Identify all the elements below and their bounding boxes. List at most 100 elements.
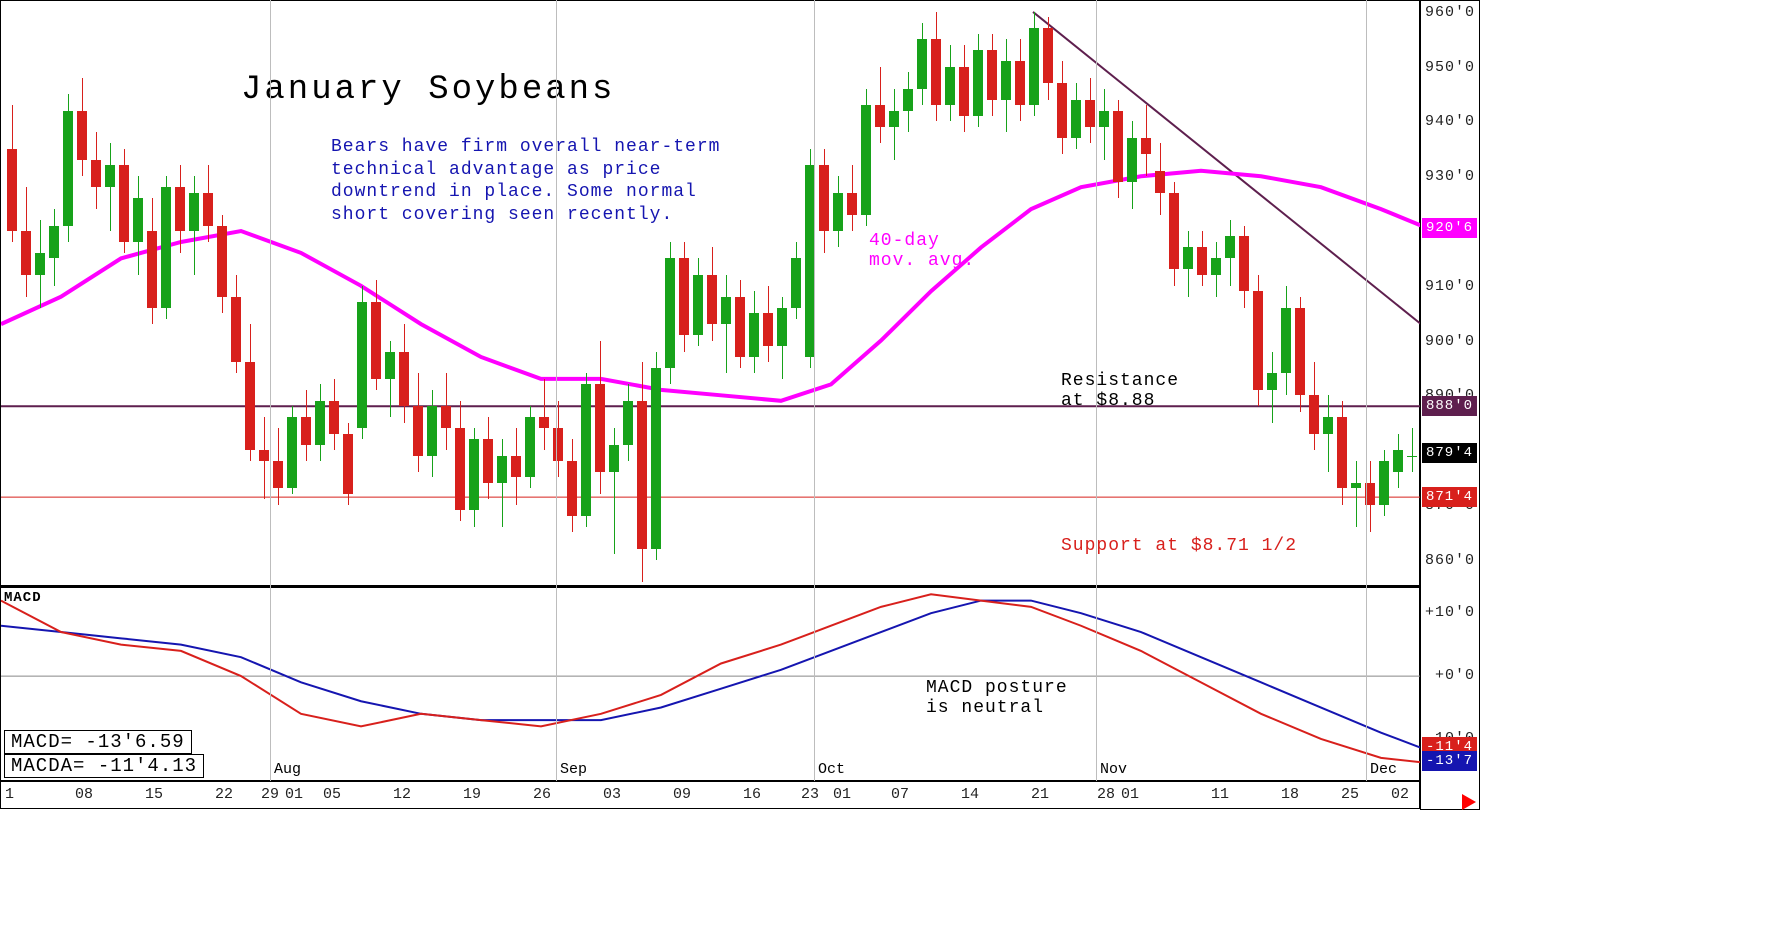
- candle-body: [427, 406, 437, 455]
- candle-body: [1029, 28, 1039, 105]
- candle-body: [161, 187, 171, 307]
- macd-y-tick: +0'0: [1435, 667, 1475, 684]
- candle-body: [399, 352, 409, 407]
- candle-body: [147, 231, 157, 308]
- candle-body: [119, 165, 129, 242]
- candle-body: [693, 275, 703, 335]
- candle-body: [637, 401, 647, 549]
- candle-body: [1309, 395, 1319, 433]
- candle-body: [1057, 83, 1067, 138]
- y-tick: 930'0: [1425, 168, 1475, 185]
- month-gridline: [556, 0, 557, 781]
- macd-badge: -13'7: [1422, 751, 1477, 771]
- candle-body: [581, 384, 591, 515]
- candle-body: [21, 231, 31, 275]
- x-tick: 14: [961, 786, 979, 808]
- candle-body: [833, 193, 843, 231]
- x-tick: 02: [1391, 786, 1409, 808]
- candle-body: [931, 39, 941, 105]
- candle-body: [1393, 450, 1403, 472]
- candle-body: [749, 313, 759, 357]
- candle-body: [287, 417, 297, 488]
- y-tick: 960'0: [1425, 4, 1475, 21]
- price-chart: January Soybeans Bears have firm overall…: [0, 0, 1420, 586]
- candle-body: [1407, 456, 1417, 457]
- y-tick: 940'0: [1425, 113, 1475, 130]
- candle-body: [1141, 138, 1151, 154]
- candle-body: [77, 111, 87, 160]
- candle-body: [231, 297, 241, 363]
- candle-body: [917, 39, 927, 88]
- price-badge: 871'4: [1422, 487, 1477, 507]
- macd-title: MACD: [4, 590, 42, 606]
- candle-body: [875, 105, 885, 127]
- x-tick: 12: [393, 786, 411, 808]
- x-tick: 16: [743, 786, 761, 808]
- candle-body: [1015, 61, 1025, 105]
- x-month: Sep: [560, 761, 587, 778]
- candle-body: [973, 50, 983, 116]
- y-tick: 950'0: [1425, 59, 1475, 76]
- candle-body: [1351, 483, 1361, 488]
- candle-body: [133, 198, 143, 242]
- candle-wick: [726, 275, 727, 374]
- candle-body: [1197, 247, 1207, 274]
- x-tick: 25: [1341, 786, 1359, 808]
- candle-body: [357, 302, 367, 428]
- candle-body: [777, 308, 787, 346]
- candle-body: [1225, 236, 1235, 258]
- price-badge: 888'0: [1422, 396, 1477, 416]
- macd-overlay: [1, 588, 1421, 783]
- candle-body: [1155, 171, 1165, 193]
- candle-body: [595, 384, 605, 472]
- candle-body: [1071, 100, 1081, 138]
- x-tick: 01: [1121, 786, 1139, 808]
- candle-body: [259, 450, 269, 461]
- x-axis: 1081522290105121926030916230107142128011…: [0, 781, 1420, 809]
- x-tick: 11: [1211, 786, 1229, 808]
- candle-wick: [1356, 461, 1357, 527]
- candle-body: [301, 417, 311, 444]
- resistance-label: Resistance at $8.88: [1061, 371, 1179, 411]
- candle-body: [1337, 417, 1347, 488]
- candle-body: [105, 165, 115, 187]
- candle-body: [609, 445, 619, 472]
- candle-wick: [544, 379, 545, 450]
- candle-body: [175, 187, 185, 231]
- x-tick: 07: [891, 786, 909, 808]
- ma-label: 40-day mov. avg.: [869, 231, 975, 271]
- candle-body: [861, 105, 871, 215]
- x-tick: 01: [285, 786, 303, 808]
- candle-body: [343, 434, 353, 494]
- candle-body: [1099, 111, 1109, 127]
- candle-body: [413, 406, 423, 455]
- candle-wick: [1412, 428, 1413, 472]
- candle-body: [847, 193, 857, 215]
- x-tick: 18: [1281, 786, 1299, 808]
- candle-body: [945, 67, 955, 105]
- chart-title: January Soybeans: [241, 71, 615, 109]
- candle-body: [1211, 258, 1221, 274]
- y-tick: 900'0: [1425, 333, 1475, 350]
- x-tick: 09: [673, 786, 691, 808]
- candle-body: [203, 193, 213, 226]
- x-tick: 08: [75, 786, 93, 808]
- x-month: Oct: [818, 761, 845, 778]
- candle-body: [7, 149, 17, 231]
- x-tick: 29: [261, 786, 279, 808]
- arrow-right-icon: [1462, 794, 1476, 810]
- candle-body: [329, 401, 339, 434]
- candle-body: [987, 50, 997, 99]
- macda-readout: MACDA= -11'4.13: [4, 754, 204, 778]
- candle-body: [189, 193, 199, 231]
- candle-body: [1267, 373, 1277, 389]
- month-gridline: [1096, 0, 1097, 781]
- x-tick: 21: [1031, 786, 1049, 808]
- candle-body: [49, 226, 59, 259]
- chart-commentary: Bears have firm overall near-term techni…: [331, 136, 720, 226]
- candle-body: [1113, 111, 1123, 182]
- x-tick: 19: [463, 786, 481, 808]
- candle-body: [35, 253, 45, 275]
- candle-body: [441, 406, 451, 428]
- candle-body: [371, 302, 381, 379]
